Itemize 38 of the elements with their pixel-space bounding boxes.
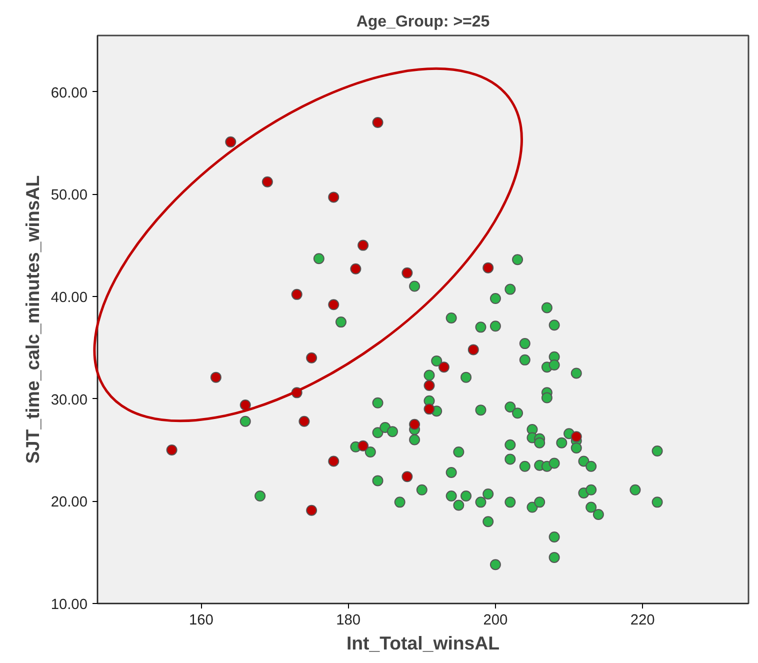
x-tick-label: 200 — [483, 612, 508, 628]
point — [402, 471, 413, 482]
y-tick-label: 30.00 — [50, 392, 88, 408]
y-axis-title: SJT_time_calc_minutes_winsAL — [22, 175, 43, 464]
point — [166, 444, 178, 456]
point — [468, 344, 479, 356]
y-tick-label: 40.00 — [50, 290, 88, 306]
point — [306, 504, 318, 516]
y-tick-label: 50.00 — [50, 188, 88, 204]
point — [372, 117, 384, 128]
point — [328, 299, 340, 310]
point — [225, 136, 236, 148]
point — [328, 456, 340, 467]
point — [358, 240, 369, 251]
y-tick-label: 20.00 — [50, 494, 88, 511]
point — [570, 431, 582, 442]
point — [291, 288, 302, 300]
point — [350, 263, 362, 274]
point — [210, 372, 222, 383]
x-tick-label: 180 — [336, 612, 361, 628]
point — [328, 192, 340, 203]
point — [358, 440, 369, 452]
point — [482, 262, 494, 274]
point — [240, 399, 251, 410]
y-tick-label: 10.00 — [50, 597, 88, 613]
point — [438, 362, 450, 373]
point — [424, 404, 435, 415]
point — [298, 416, 310, 427]
point — [402, 267, 413, 278]
point — [409, 418, 420, 430]
point — [424, 380, 435, 391]
x-tick-label: 160 — [188, 612, 214, 628]
x-tick-label: 220 — [630, 612, 655, 628]
y-tick-label: 60.00 — [50, 85, 88, 102]
point — [306, 352, 318, 364]
point — [262, 176, 273, 188]
x-axis-title: Int_Total_winsAL — [346, 632, 500, 654]
chart-title: Age_Group: >=25 — [356, 14, 490, 30]
